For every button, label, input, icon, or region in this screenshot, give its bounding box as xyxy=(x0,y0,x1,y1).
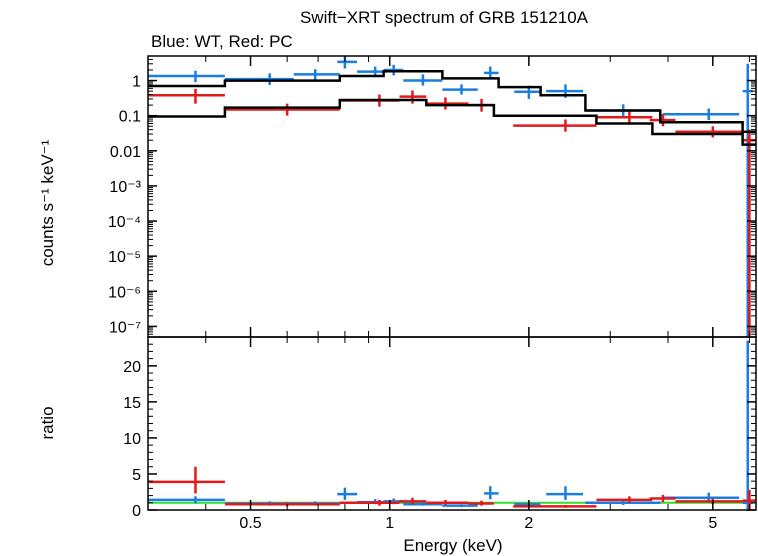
data-point xyxy=(337,56,358,69)
data-point xyxy=(484,486,499,500)
y-tick-label: 10⁻⁴ xyxy=(108,214,141,231)
data-point xyxy=(742,129,756,337)
y-tick-label: 5 xyxy=(132,467,141,484)
data-point xyxy=(293,69,340,80)
data-point xyxy=(224,73,294,85)
data-point xyxy=(596,111,653,124)
data-point xyxy=(596,496,653,503)
data-point xyxy=(224,103,340,116)
y-tick-label: 15 xyxy=(123,395,141,412)
y-tick-label: 10 xyxy=(123,431,141,448)
data-point xyxy=(546,486,584,500)
x-tick-label: 0.5 xyxy=(239,515,261,532)
y-tick-label: 10⁻⁷ xyxy=(109,319,141,336)
panel-frame xyxy=(147,55,757,338)
data-point xyxy=(426,499,469,505)
y-tick-label: 10⁻⁵ xyxy=(108,249,141,266)
data-point xyxy=(148,88,225,104)
y-axis-label-spectrum: counts s⁻¹ keV⁻¹ xyxy=(38,139,57,266)
x-tick-label: 5 xyxy=(708,515,717,532)
data-point xyxy=(468,500,494,506)
y-axis-label-ratio: ratio xyxy=(38,406,57,439)
data-point xyxy=(442,84,478,95)
panel-ratio: 0 5 10 15 20 xyxy=(123,336,757,520)
y-tick-label: 1 xyxy=(132,74,141,91)
data-point xyxy=(399,497,427,505)
data-point xyxy=(337,487,358,500)
panel-data-group xyxy=(148,340,756,510)
y-tick-label: 20 xyxy=(123,359,141,376)
model-step-line xyxy=(148,98,756,146)
data-point xyxy=(148,466,225,494)
data-point xyxy=(649,494,676,503)
data-point xyxy=(403,74,443,86)
model-step-line xyxy=(148,69,756,133)
data-point xyxy=(675,126,743,138)
data-point xyxy=(442,504,478,508)
panel-frame xyxy=(147,336,757,511)
data-point xyxy=(649,114,676,127)
x-axis-label: Energy (keV) xyxy=(403,536,502,555)
data-point xyxy=(513,504,597,508)
data-point xyxy=(399,90,427,104)
data-point xyxy=(513,119,597,132)
x-tick-label: 2 xyxy=(524,515,533,532)
data-point xyxy=(662,108,740,121)
chart-title: Swift−XRT spectrum of GRB 151210A xyxy=(300,8,589,27)
y-tick-label: 10⁻⁶ xyxy=(108,284,141,301)
data-point xyxy=(426,97,469,110)
y-tick-label: 0 xyxy=(132,503,141,520)
data-point xyxy=(403,502,443,506)
y-tick-label: 0.1 xyxy=(119,109,141,126)
y-tick-label: 0.01 xyxy=(110,144,141,161)
chart-subtitle: Blue: WT, Red: PC xyxy=(151,32,293,51)
x-tick-label: 1 xyxy=(385,515,394,532)
data-point xyxy=(148,496,225,504)
data-point xyxy=(148,70,225,83)
y-tick-label: 10⁻³ xyxy=(109,179,141,196)
data-point xyxy=(484,66,499,80)
panel-data-group xyxy=(148,56,756,337)
panel-spectrum: 1 0.1 0.01 10⁻³ 10⁻⁴ 10⁻⁵ 10⁻⁶ 10⁻⁷ xyxy=(108,55,757,338)
